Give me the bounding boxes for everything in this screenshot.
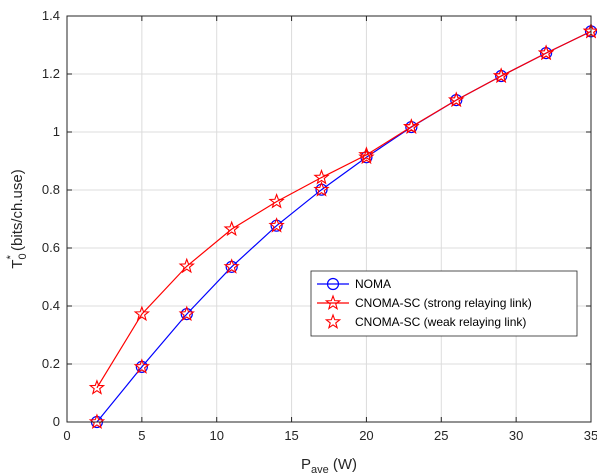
data-point (178, 305, 195, 322)
x-axis-label: Pave (W) (301, 456, 357, 475)
y-tick-label: 0.4 (42, 298, 60, 313)
data-point (358, 146, 375, 162)
legend-label: CNOMA-SC (weak relaying link) (355, 315, 526, 329)
data-point (313, 168, 330, 185)
legend: NOMA CNOMA-SC (strong relaying link) CNOMA… (310, 270, 578, 337)
x-tick-label: 15 (284, 428, 298, 443)
x-tick-label: 10 (209, 428, 223, 443)
data-point (223, 220, 240, 237)
legend-label: NOMA (355, 277, 391, 291)
data-point (268, 192, 285, 209)
y-axis-label: T0* (bits/ch.use) (5, 169, 29, 268)
y-tick-label: 0.8 (42, 182, 60, 197)
x-tick-label: 25 (434, 428, 448, 443)
x-tick-label: 35 (584, 428, 597, 443)
legend-marker (324, 313, 342, 329)
plot-series (88, 22, 597, 429)
data-point (88, 379, 106, 395)
data-point (448, 91, 465, 108)
x-tick-label: 30 (509, 428, 523, 443)
plot-frame (66, 15, 592, 423)
x-tick-label: 20 (359, 428, 373, 443)
grid (66, 15, 592, 423)
legend-item: NOMA (317, 277, 391, 291)
series-line (96, 30, 592, 423)
y-tick-label: 1 (53, 124, 60, 139)
data-point (403, 118, 420, 135)
y-tick-label: 1.2 (42, 66, 60, 81)
legend-marker (326, 277, 340, 291)
axis-ticks: 0 5 10 15 20 25 30 35 0 0.2 0.4 0.6 0.8 1 1.2 1.4 (42, 8, 597, 443)
y-tick-label: 0.2 (42, 356, 60, 371)
legend-box (310, 270, 578, 337)
series-1 (90, 25, 597, 429)
legend-item: CNOMA-SC (weak relaying link) (324, 313, 526, 329)
y-tick-label: 0.6 (42, 240, 60, 255)
data-point (223, 258, 240, 274)
x-tick-label: 0 (63, 428, 70, 443)
data-point (537, 44, 555, 61)
series-3 (88, 22, 597, 429)
data-point (133, 358, 151, 374)
data-point (492, 67, 510, 83)
data-point (313, 181, 330, 197)
data-point (268, 217, 285, 233)
data-point (133, 305, 151, 322)
data-point (358, 148, 375, 165)
data-point (178, 257, 195, 274)
y-tick-label: 0 (53, 414, 60, 429)
legend-label: CNOMA-SC (strong relaying link) (355, 296, 532, 310)
y-tick-label: 1.4 (42, 8, 60, 23)
legend-marker (324, 294, 342, 310)
x-tick-label: 5 (138, 428, 145, 443)
series-line (96, 30, 592, 389)
data-point (88, 413, 106, 429)
legend-item: CNOMA-SC (strong relaying link) (317, 294, 532, 310)
